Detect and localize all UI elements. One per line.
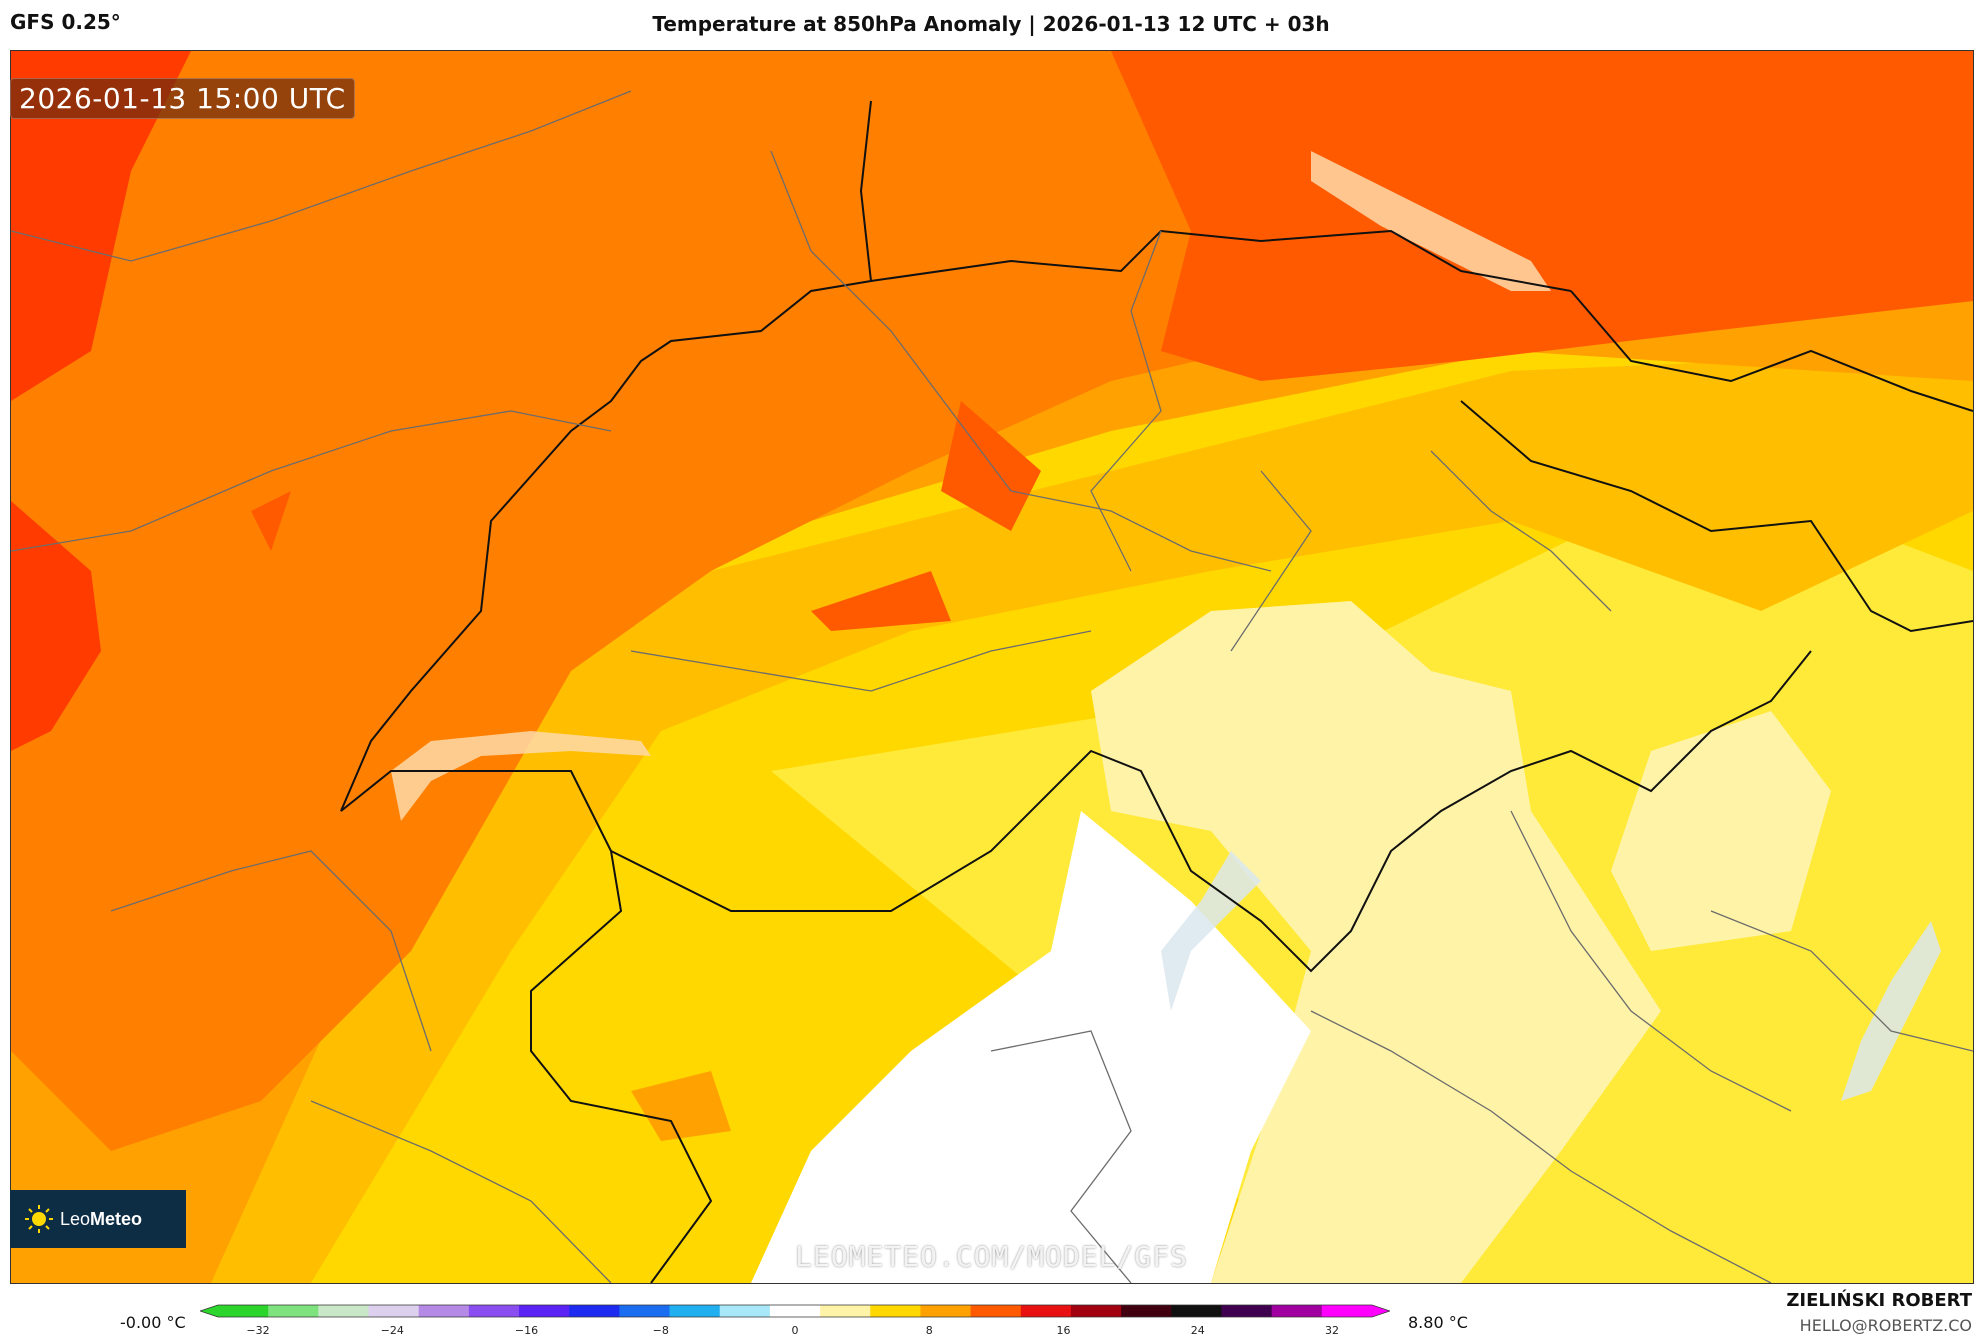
border-austria-italy <box>1570 290 1973 412</box>
border-swiss-germany <box>870 229 1572 292</box>
colorbar-segment <box>769 1305 821 1317</box>
colorbar-min-arrow <box>200 1305 218 1317</box>
colorbar-segment <box>1321 1305 1373 1317</box>
author-name: ZIELIŃSKI ROBERT <box>1786 1290 1972 1311</box>
field-red-orange-spot1 <box>941 401 1041 531</box>
colorbar-segment <box>1070 1305 1122 1317</box>
colorbar-segment <box>970 1305 1022 1317</box>
field-deep-red-west2 <box>11 501 101 751</box>
regional-borders <box>11 90 1973 1283</box>
colorbar-tick-label: −16 <box>515 1324 538 1337</box>
field-red-orange-spot2 <box>811 571 951 631</box>
logo-text-regular: Leo <box>60 1208 91 1229</box>
colorbar-segment <box>418 1305 470 1317</box>
field-pale-yellow-east <box>1611 711 1831 951</box>
colorbar-segment <box>920 1305 972 1317</box>
colorbar: −32 −24 −16 −8 0 8 16 24 32 <box>198 1303 1392 1337</box>
colorbar-segment <box>870 1305 921 1317</box>
colorbar-segment <box>669 1305 721 1317</box>
colorbar-segment <box>519 1305 570 1317</box>
valid-time-label: 2026-01-13 15:00 UTC <box>10 78 355 119</box>
colorbar-tick-label: −8 <box>653 1324 669 1337</box>
colorbar-segment <box>569 1305 620 1317</box>
colorbar-min-label: -0.00 °C <box>120 1313 186 1332</box>
colorbar-segment <box>1171 1305 1222 1317</box>
field-orange <box>11 51 1973 1151</box>
border-france-swiss <box>340 100 873 1283</box>
colorbar-tick-label: −32 <box>246 1324 269 1337</box>
colorbar-segment <box>1271 1305 1323 1317</box>
border-austria-east <box>1460 400 1973 633</box>
colorbar-max-label: 8.80 °C <box>1408 1313 1468 1332</box>
colorbar-segment <box>1121 1305 1172 1317</box>
leometeo-logo[interactable]: LeoMeteo <box>10 1190 186 1248</box>
anomaly-map[interactable] <box>10 50 1974 1284</box>
lake-geneva <box>391 731 651 821</box>
colorbar-segment <box>619 1305 671 1317</box>
colorbar-segment <box>820 1305 871 1317</box>
colorbar-tick-label: 32 <box>1325 1324 1339 1337</box>
chart-title: Temperature at 850hPa Anomaly | 2026-01-… <box>652 12 1330 36</box>
lake-maggiore <box>1161 851 1261 1011</box>
sun-icon <box>24 1204 54 1234</box>
colorbar-segment <box>468 1305 520 1317</box>
colorbar-tick-label: 16 <box>1057 1324 1071 1337</box>
field-pale-yellow <box>1091 601 1661 1283</box>
colorbar-tick-label: 8 <box>926 1324 933 1337</box>
colorbar-segment <box>1221 1305 1273 1317</box>
colorbar-svg: −32 −24 −16 −8 0 8 16 24 32 <box>198 1304 1392 1337</box>
logo-text: LeoMeteo <box>60 1209 142 1230</box>
colorbar-tick-label: 24 <box>1191 1324 1205 1337</box>
colorbar-tick-label: −24 <box>381 1324 404 1337</box>
watermark-url: LEOMETEO.COM/MODEL/GFS <box>795 1240 1188 1273</box>
lake-garda <box>1841 921 1941 1101</box>
border-swiss-italy <box>610 650 1812 973</box>
colorbar-segment <box>268 1305 319 1317</box>
field-deep-red-west <box>11 51 191 401</box>
field-red-orange-spot3 <box>251 491 291 551</box>
colorbar-segment <box>368 1305 420 1317</box>
colorbar-max-arrow <box>1372 1305 1390 1317</box>
logo-text-bold: Meteo <box>90 1208 143 1229</box>
colorbar-segment <box>719 1305 771 1317</box>
colorbar-segment <box>218 1305 269 1317</box>
author-email: HELLO@ROBERTZ.CO <box>1799 1316 1972 1335</box>
anomaly-field <box>11 51 1973 1283</box>
field-red-orange-ne <box>1111 51 1973 381</box>
field-light-orange-spot <box>631 1071 731 1141</box>
field-white-core <box>751 811 1311 1283</box>
model-label: GFS 0.25° <box>10 10 121 34</box>
colorbar-tick-label: 0 <box>792 1324 799 1337</box>
lake-constance <box>1311 151 1551 291</box>
colorbar-segment <box>318 1305 370 1317</box>
colorbar-segment <box>1020 1305 1072 1317</box>
